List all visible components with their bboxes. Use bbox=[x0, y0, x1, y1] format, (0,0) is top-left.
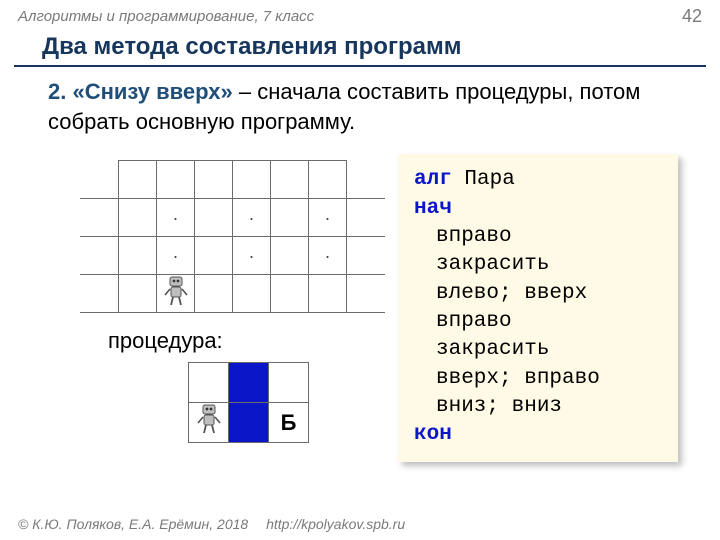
code-text: Пара bbox=[452, 168, 515, 191]
code-line: вправо bbox=[414, 308, 662, 336]
method-name: «Снизу вверх» bbox=[72, 79, 232, 104]
grid-dot bbox=[309, 237, 347, 275]
code-box: алг Пара нач вправо закрасить влево; вве… bbox=[398, 154, 678, 461]
grid-dot bbox=[157, 237, 195, 275]
paragraph: 2. «Снизу вверх» – сначала составить про… bbox=[48, 77, 692, 136]
keyword: кон bbox=[414, 423, 452, 446]
slide: Алгоритмы и программирование, 7 класс 42… bbox=[0, 0, 720, 540]
slide-title: Два метода составления программ bbox=[14, 29, 706, 67]
course-name: Алгоритмы и программирование, 7 класс bbox=[18, 8, 314, 25]
letter-cell: Б bbox=[269, 403, 309, 443]
copyright: © К.Ю. Поляков, Е.А. Ерёмин, 2018 bbox=[18, 516, 248, 532]
body: 2. «Снизу вверх» – сначала составить про… bbox=[0, 77, 720, 454]
header: Алгоритмы и программирование, 7 класс 42 bbox=[0, 0, 720, 29]
grid-dot bbox=[233, 199, 271, 237]
item-number: 2. bbox=[48, 79, 66, 104]
footer-url: http://kpolyakov.spb.ru bbox=[266, 516, 405, 532]
content-row: процедура: Б алг Пара нач вправо закраси… bbox=[48, 154, 692, 454]
grid-dot bbox=[157, 199, 195, 237]
robot-icon bbox=[196, 404, 222, 434]
filled-cell bbox=[229, 363, 269, 403]
robot-icon bbox=[163, 276, 189, 306]
code-line: алг Пара bbox=[414, 166, 662, 194]
robot-cell bbox=[157, 275, 195, 313]
grid-dot bbox=[233, 237, 271, 275]
small-grid: Б bbox=[188, 362, 309, 443]
code-line: вниз; вниз bbox=[414, 393, 662, 421]
grid-dot bbox=[309, 199, 347, 237]
dash: – bbox=[233, 79, 257, 104]
keyword: алг bbox=[414, 168, 452, 191]
keyword: нач bbox=[414, 197, 452, 220]
code-line: влево; вверх bbox=[414, 280, 662, 308]
code-line: кон bbox=[414, 421, 662, 449]
footer: © К.Ю. Поляков, Е.А. Ерёмин, 2018 http:/… bbox=[18, 516, 405, 532]
procedure-label: процедура: bbox=[108, 326, 223, 356]
code-line: вправо bbox=[414, 223, 662, 251]
code-line: нач bbox=[414, 195, 662, 223]
big-grid bbox=[80, 160, 385, 313]
code-line: вверх; вправо bbox=[414, 365, 662, 393]
robot-cell bbox=[189, 403, 229, 443]
code-line: закрасить bbox=[414, 336, 662, 364]
code-line: закрасить bbox=[414, 251, 662, 279]
filled-cell bbox=[229, 403, 269, 443]
page-number: 42 bbox=[682, 6, 702, 27]
